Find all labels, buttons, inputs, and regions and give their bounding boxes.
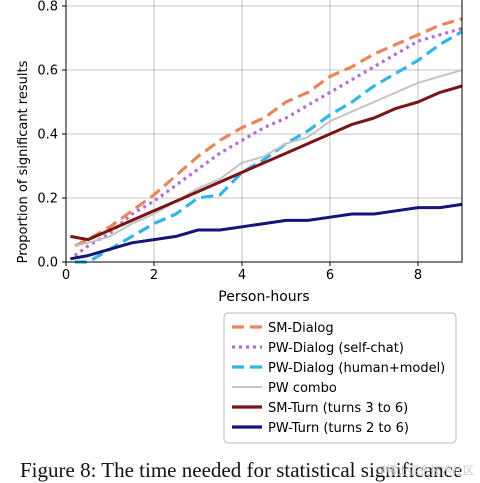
legend-label: SM-Dialog	[268, 321, 334, 336]
x-tick-label: 8	[414, 268, 422, 283]
y-tick-label: 0.2	[37, 192, 58, 207]
y-tick-label: 0.6	[37, 64, 58, 79]
watermark: @稀土掘金技术社区	[375, 464, 474, 477]
axis-ticks: 0 2 4 6 8 0.0 0.2 0.4 0.6 0.8	[37, 0, 422, 283]
legend-label: PW-Turn (turns 2 to 6)	[268, 421, 409, 436]
legend-label: PW combo	[268, 381, 337, 396]
series-line	[70, 202, 463, 261]
legend-label: SM-Turn (turns 3 to 6)	[268, 401, 408, 416]
y-tick-label: 0.4	[37, 128, 58, 143]
x-tick-label: 6	[326, 268, 334, 283]
series-line	[74, 17, 463, 248]
x-tick-label: 2	[150, 268, 158, 283]
series-line	[74, 30, 463, 264]
x-tick-label: 0	[62, 268, 70, 283]
figure-caption: Figure 8: The time needed for statistica…	[20, 458, 463, 482]
x-axis-label: Person-hours	[218, 289, 309, 305]
series-layer	[70, 17, 463, 264]
x-tick-label: 4	[238, 268, 246, 283]
legend-box	[223, 312, 457, 444]
legend-label: PW-Dialog (self-chat)	[268, 341, 404, 356]
y-tick-label: 0.0	[37, 256, 58, 271]
y-axis-label: Proportion of significant results	[16, 60, 31, 263]
legend: SM-Dialog PW-Dialog (self-chat) PW-Dialog …	[223, 312, 457, 444]
series-line	[70, 84, 463, 242]
y-tick-label: 0.8	[37, 0, 58, 15]
legend-label: PW-Dialog (human+model)	[268, 361, 445, 376]
series-line	[73, 26, 463, 257]
plot-frame	[65, 0, 463, 263]
series-line	[74, 69, 463, 247]
